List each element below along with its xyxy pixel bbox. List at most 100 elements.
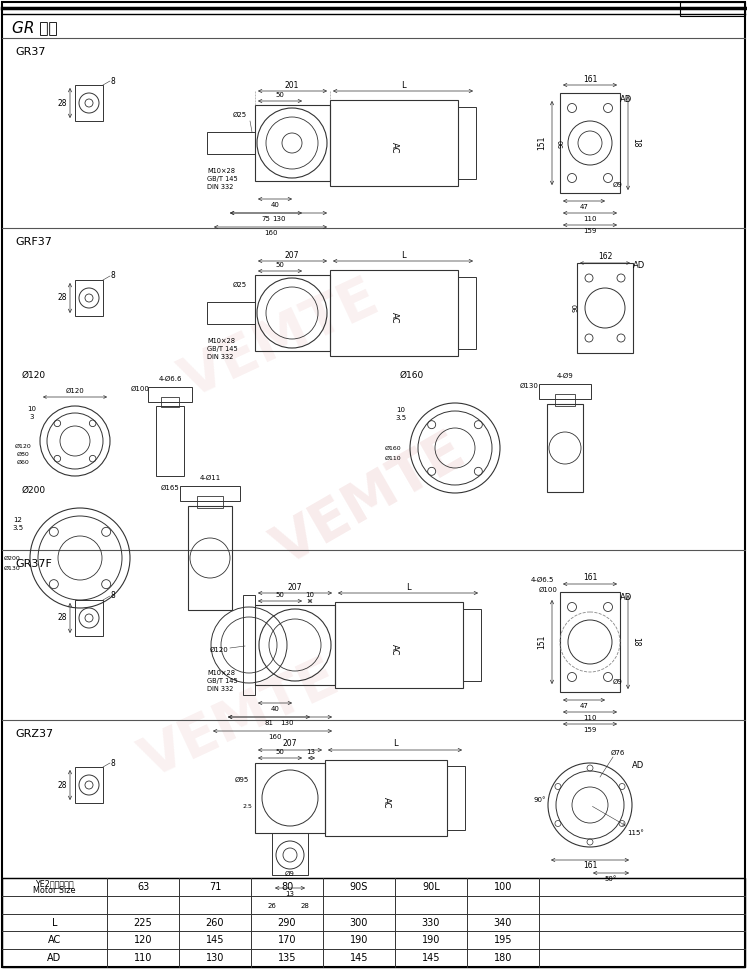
Bar: [2, 878, 745, 967]
Text: 90L: 90L: [422, 882, 440, 891]
Text: 8: 8: [111, 77, 115, 85]
Text: 145: 145: [205, 935, 224, 946]
Text: 28: 28: [58, 99, 66, 108]
Text: Ø9: Ø9: [613, 182, 623, 188]
Text: AD: AD: [632, 761, 644, 769]
Bar: [463, 609, 481, 681]
Bar: [447, 766, 465, 830]
Text: 180: 180: [494, 953, 512, 963]
Text: GB/T 145: GB/T 145: [207, 176, 238, 182]
Text: YE2电机机座号: YE2电机机座号: [35, 879, 74, 889]
Text: DIN 332: DIN 332: [207, 686, 233, 692]
Text: 50: 50: [276, 749, 285, 755]
Text: 161: 161: [583, 75, 597, 83]
Text: AD: AD: [620, 95, 632, 104]
Text: L: L: [400, 251, 406, 260]
Text: L: L: [400, 80, 406, 89]
Text: GRF37: GRF37: [15, 237, 52, 247]
Bar: [180, 486, 240, 501]
Text: 330: 330: [422, 918, 440, 927]
Text: AC: AC: [48, 935, 61, 946]
Text: 3.5: 3.5: [395, 415, 406, 421]
Text: 207: 207: [285, 251, 300, 260]
Text: 8: 8: [111, 759, 115, 767]
Text: 26: 26: [267, 903, 276, 909]
Text: 28: 28: [58, 613, 66, 622]
Text: 151: 151: [538, 136, 547, 150]
Text: Ø95: Ø95: [235, 777, 249, 783]
Text: Ø9: Ø9: [613, 679, 623, 685]
Text: 13: 13: [285, 891, 294, 897]
Text: 151: 151: [538, 635, 547, 649]
Text: 47: 47: [580, 703, 589, 709]
Text: 50: 50: [276, 92, 285, 98]
Text: Ø165: Ø165: [161, 485, 179, 491]
Text: 4-Ø9: 4-Ø9: [557, 373, 574, 379]
Text: 170: 170: [278, 935, 297, 946]
Text: 260: 260: [205, 918, 224, 927]
Text: 50°: 50°: [605, 876, 617, 882]
Text: Ø9: Ø9: [285, 871, 295, 877]
Text: 110: 110: [583, 216, 597, 222]
Text: 10: 10: [306, 592, 314, 598]
Text: 71: 71: [209, 882, 221, 891]
Bar: [75, 767, 103, 803]
Text: 75: 75: [261, 216, 270, 222]
Text: AC: AC: [389, 142, 398, 154]
Text: 120: 120: [134, 935, 152, 946]
Text: 80: 80: [281, 882, 293, 891]
Bar: [161, 397, 179, 407]
Text: 10: 10: [397, 407, 406, 413]
Text: GR37F: GR37F: [15, 559, 52, 569]
Text: 81: 81: [264, 720, 273, 726]
Text: 225: 225: [134, 918, 152, 927]
Bar: [255, 105, 330, 181]
Bar: [156, 406, 184, 476]
Text: GR 系列: GR 系列: [12, 20, 58, 36]
Text: AC: AC: [389, 312, 398, 324]
Text: 290: 290: [278, 918, 297, 927]
Text: 2.5: 2.5: [242, 803, 252, 808]
Text: L: L: [52, 918, 58, 927]
Text: AC: AC: [389, 644, 398, 656]
Text: VEMTE: VEMTE: [264, 423, 475, 577]
Text: DIN 332: DIN 332: [207, 354, 233, 360]
Text: 195: 195: [494, 935, 512, 946]
Bar: [255, 763, 325, 833]
Bar: [207, 132, 255, 154]
Text: 50: 50: [276, 262, 285, 268]
Bar: [243, 595, 255, 695]
Text: GB/T 145: GB/T 145: [207, 346, 238, 352]
Text: Ø110: Ø110: [385, 455, 401, 460]
Text: 4-Ø6.5: 4-Ø6.5: [530, 577, 554, 583]
Text: 8: 8: [111, 591, 115, 601]
Bar: [325, 760, 447, 836]
Text: Motor Size: Motor Size: [34, 887, 75, 895]
Text: 162: 162: [598, 252, 613, 261]
Bar: [560, 592, 620, 692]
Text: AD: AD: [633, 261, 645, 269]
Text: 13: 13: [306, 749, 315, 755]
Bar: [577, 263, 633, 353]
Text: 28: 28: [58, 294, 66, 302]
Text: 130: 130: [206, 953, 224, 963]
Text: AC: AC: [382, 797, 391, 809]
Text: 90S: 90S: [350, 882, 368, 891]
Text: GR37: GR37: [15, 47, 46, 57]
Text: Ø130: Ø130: [4, 566, 20, 571]
Text: L: L: [393, 739, 397, 748]
Text: 28: 28: [300, 903, 309, 909]
Text: 145: 145: [422, 953, 440, 963]
Bar: [335, 602, 463, 688]
Bar: [255, 275, 330, 351]
Text: 145: 145: [350, 953, 368, 963]
Text: 130: 130: [280, 720, 294, 726]
Text: 110: 110: [583, 715, 597, 721]
Text: 12: 12: [13, 517, 22, 523]
Text: Ø120: Ø120: [22, 370, 46, 380]
Text: Ø120: Ø120: [210, 647, 229, 653]
Text: 47: 47: [580, 204, 589, 210]
Bar: [255, 605, 335, 685]
Bar: [75, 280, 103, 316]
Text: Ø60: Ø60: [16, 459, 29, 464]
